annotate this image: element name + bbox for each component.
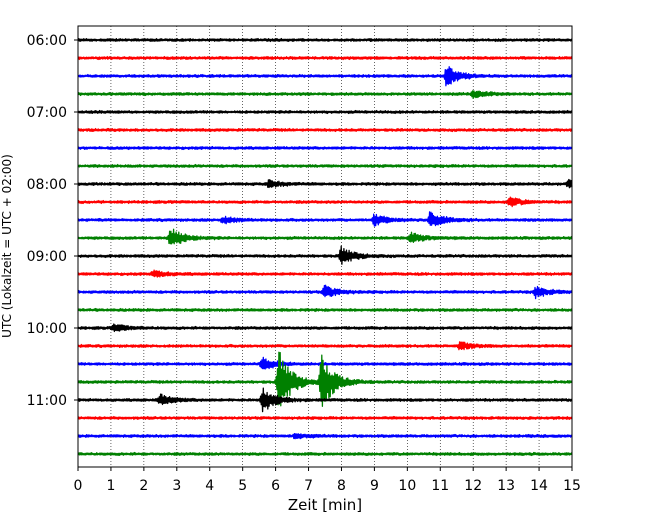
seismogram-trace [77, 269, 573, 278]
y-axis-ticks: 06:00 07:00 08:00 09:00 10:00 11:00 [27, 33, 78, 409]
x-axis-ticks: 0 1 2 3 4 5 6 7 8 9 10 11 12 13 14 15 [74, 467, 581, 494]
y-tick-label: 07:00 [27, 105, 67, 121]
x-tick-label: 13 [497, 478, 515, 494]
x-tick-label: 9 [370, 478, 379, 494]
x-tick-label: 3 [172, 478, 181, 494]
seismogram-trace [77, 307, 573, 313]
seismogram-trace [77, 66, 573, 87]
seismogram-trace [77, 451, 573, 457]
y-tick-label: 09:00 [27, 249, 67, 265]
seismogram-trace [77, 323, 573, 333]
seismogram-trace [77, 90, 573, 100]
seismogram-trace [77, 109, 573, 115]
seismogram-trace [77, 163, 573, 169]
x-tick-label: 5 [238, 478, 247, 494]
x-tick-label: 2 [139, 478, 148, 494]
x-tick-label: 6 [271, 478, 280, 494]
seismogram-trace [77, 356, 573, 370]
seismogram-trace [77, 211, 573, 227]
seismogram-trace [77, 145, 573, 151]
x-tick-label: 8 [337, 478, 346, 494]
seismogram-trace [77, 284, 573, 300]
y-tick-label: 06:00 [27, 33, 67, 49]
seismogram-trace [77, 178, 573, 189]
seismogram-trace [77, 55, 573, 61]
y-tick-label: 11:00 [27, 393, 67, 409]
seismogram-trace [77, 127, 573, 133]
x-tick-label: 1 [106, 478, 115, 494]
y-axis-label: UTC (Lokalzeit = UTC + 02:00) [0, 154, 14, 338]
seismogram-trace [77, 432, 573, 440]
seismogram-trace [77, 341, 573, 351]
x-tick-label: 10 [398, 478, 416, 494]
x-tick-label: 0 [74, 478, 83, 494]
seismogram-trace [77, 196, 573, 208]
seismogram-trace [77, 351, 573, 407]
seismogram-traces [77, 37, 573, 457]
plot-frame [77, 25, 573, 468]
y-tick-label: 08:00 [27, 177, 67, 193]
x-axis-label: Zeit [min] [288, 496, 362, 514]
seismogram-trace [77, 415, 573, 421]
x-tick-label: 15 [563, 478, 581, 494]
seismogram-trace [77, 387, 573, 413]
seismogram-trace [77, 37, 573, 43]
seismogram-trace [77, 245, 573, 265]
x-tick-label: 11 [431, 478, 449, 494]
seismogram-trace [77, 228, 573, 245]
x-tick-label: 14 [530, 478, 548, 494]
y-tick-label: 10:00 [27, 321, 67, 337]
x-tick-label: 7 [304, 478, 313, 494]
x-tick-label: 12 [464, 478, 482, 494]
x-tick-label: 4 [205, 478, 214, 494]
